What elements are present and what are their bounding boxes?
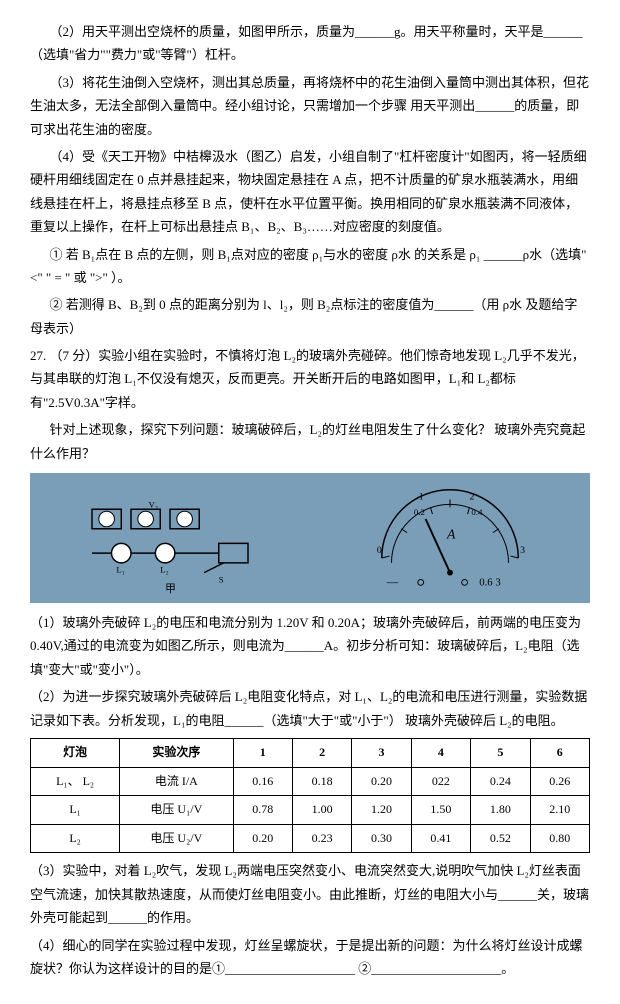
table-cell: L₁、 L₂ [31,767,120,796]
table-cell: 0.80 [530,824,589,853]
table-cell: 022 [411,767,470,796]
table-header: 6 [530,738,589,767]
paragraph-3: （3）将花生油倒入空烧杯，测出其总质量，再将烧杯中的花生油倒入量筒中测出其体积，… [30,71,590,141]
table-header: 5 [471,738,530,767]
question-27-part1: （1）玻璃外壳破碎 L₂的电压和电流分别为 1.20V 和 0.20A；玻璃外壳… [30,611,590,681]
table-cell: 0.20 [352,767,411,796]
circuit-diagram: V₂ L₁ L₂ S 甲 [44,480,296,597]
question-27-detail: 针对上述现象，探究下列问题：玻璃破碎后，L₂的灯丝电阻发生了什么变化？ 玻璃外壳… [30,418,590,465]
table-cell: 0.18 [292,767,351,796]
table-cell: L₁ [31,796,120,825]
svg-text:—: — [386,575,399,588]
figure-area: V₂ L₁ L₂ S 甲 [30,473,590,603]
svg-text:0: 0 [377,545,382,556]
table-cell: 0.24 [471,767,530,796]
table-cell: 0.20 [233,824,292,853]
svg-text:0.2: 0.2 [414,507,425,517]
table-header: 灯泡 [31,738,120,767]
table-cell: 0.30 [352,824,411,853]
table-cell: 0.52 [471,824,530,853]
table-cell: 1.80 [471,796,530,825]
table-header: 实验次序 [120,738,233,767]
svg-text:0.4: 0.4 [471,507,483,517]
question-27-part2: （2）为进一步探究玻璃外壳破碎后 L₂电阻变化特点，对 L₁、L₂的电流和电压进… [30,685,590,732]
table-cell: 电流 I/A [120,767,233,796]
table-header: 3 [352,738,411,767]
paragraph-5: ① 若 B₁点在 B 点的左侧，则 B₁点对应的密度 ρ₁与水的密度 ρ水 的关… [30,243,590,290]
table-header-row: 灯泡 实验次序 1 2 3 4 5 6 [31,738,590,767]
paragraph-6: ② 若测得 B、B₂到 0 点的距离分别为 l、l₂，则 B₂点标注的密度值为_… [30,293,590,340]
table-cell: 电压 U₂/V [120,824,233,853]
table-cell: 0.78 [233,796,292,825]
table-cell: 1.00 [292,796,351,825]
ammeter-diagram: 0 1 2 3 0.2 0.4 A — 0.6 3 [324,480,576,597]
table-cell: L₂ [31,824,120,853]
table-cell: 2.10 [530,796,589,825]
table-row: L₂ 电压 U₂/V 0.20 0.23 0.30 0.41 0.52 0.80 [31,824,590,853]
svg-text:S: S [219,574,224,584]
svg-text:3: 3 [520,545,525,556]
table-row: L₁、 L₂ 电流 I/A 0.16 0.18 0.20 022 0.24 0.… [31,767,590,796]
table-cell: 0.23 [292,824,351,853]
table-cell: 1.50 [411,796,470,825]
table-cell: 电压 U₁/V [120,796,233,825]
svg-text:2: 2 [470,491,475,502]
table-cell: 1.20 [352,796,411,825]
table-cell: 0.26 [530,767,589,796]
paragraph-2: （2）用天平测出空烧杯的质量，如图甲所示，质量为______g。用天平称量时，天… [30,20,590,67]
table-header: 2 [292,738,351,767]
svg-text:A: A [446,526,456,541]
svg-text:V₂: V₂ [149,499,158,509]
table-header: 1 [233,738,292,767]
table-header: 4 [411,738,470,767]
svg-text:0.6 3: 0.6 3 [479,576,500,588]
table-row: L₁ 电压 U₁/V 0.78 1.00 1.20 1.50 1.80 2.10 [31,796,590,825]
question-27-intro: 27. （7 分）实验小组在实验时，不慎将灯泡 L₂的玻璃外壳碰碎。他们惊奇地发… [30,344,590,414]
paragraph-4: （4）受《天工开物》中桔槔汲水（图乙）启发，小组自制了"杠杆密度计"如图丙，将一… [30,145,590,239]
table-cell: 0.16 [233,767,292,796]
svg-text:甲: 甲 [165,583,176,595]
svg-text:1: 1 [419,491,424,502]
question-27-part3: （3）实验中，对着 L₂吹气，发现 L₂两端电压突然变小、电流突然变大,说明吹气… [30,859,590,929]
table-cell: 0.41 [411,824,470,853]
svg-text:L₁: L₁ [116,564,124,574]
data-table: 灯泡 实验次序 1 2 3 4 5 6 L₁、 L₂ 电流 I/A 0.16 0… [30,738,590,853]
question-27-part4: （4）细心的同学在实验过程中发现，灯丝呈螺旋状，于是提出新的问题：为什么将灯丝设… [30,934,590,981]
svg-text:L₂: L₂ [160,564,168,574]
